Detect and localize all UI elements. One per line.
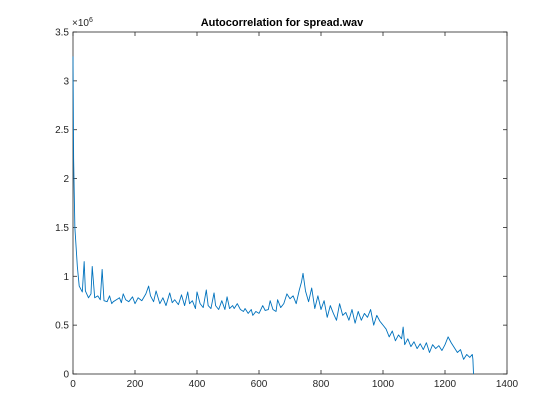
plot-layer: 0 200 400 600 800 1000 1200 1400 0 0.5 1 1.5 2 2.5 3 3.… xyxy=(55,28,518,391)
x-tick-label: 1400 xyxy=(496,379,519,390)
y-tick-label: 3 xyxy=(63,76,69,87)
plot-area-frame xyxy=(72,31,508,375)
y-tick-label: 2.5 xyxy=(55,125,69,136)
y-axis-multiplier-exponent: 6 xyxy=(89,17,93,24)
y-tick-label: 1 xyxy=(63,272,69,283)
x-tick-label: 1000 xyxy=(372,379,395,390)
y-tick-label: 1.5 xyxy=(55,223,69,234)
y-tick-label: 3.5 xyxy=(55,28,69,39)
x-tick-label: 400 xyxy=(189,379,206,390)
x-tick-label: 800 xyxy=(313,379,330,390)
x-tick-label: 600 xyxy=(251,379,268,390)
y-tick-label: 0 xyxy=(63,370,69,381)
chart-title: Autocorrelation for spread.wav xyxy=(201,17,364,29)
y-axis-multiplier: ×106 xyxy=(72,17,93,29)
x-tick-label: 200 xyxy=(127,379,144,390)
y-tick-label: 2 xyxy=(63,174,69,185)
y-axis-multiplier-base: ×10 xyxy=(72,18,89,29)
x-tick-label: 0 xyxy=(70,379,76,390)
y-tick-label: 0.5 xyxy=(55,321,69,332)
x-tick-label: 1200 xyxy=(434,379,457,390)
autocorrelation-series-line xyxy=(72,56,474,375)
